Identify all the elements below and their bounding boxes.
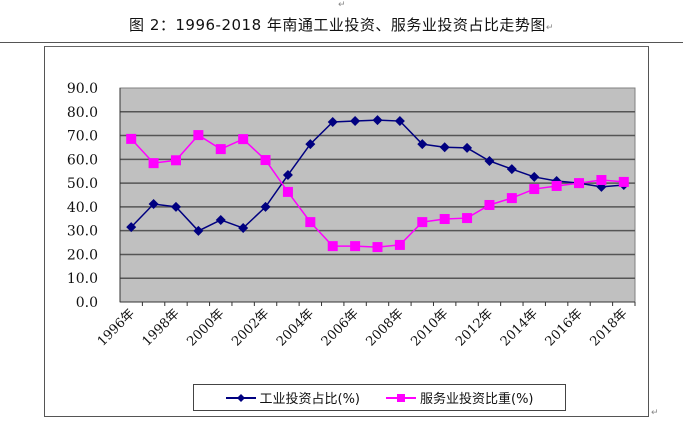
square-marker-icon (215, 144, 226, 155)
square-marker-icon (193, 130, 204, 141)
square-marker-icon (439, 214, 450, 225)
caption-text: 图 2：1996-2018 年南通工业投资、服务业投资占比走势图 (129, 16, 546, 34)
x-tick-label: 2012年 (453, 306, 496, 349)
diamond-marker-icon (417, 139, 428, 150)
diamond-marker-icon (394, 116, 405, 127)
legend-item-services: 服务业投资比重(%) (386, 388, 534, 407)
diamond-marker-icon (215, 214, 226, 225)
y-tick-label: 90.0 (67, 81, 98, 97)
x-tick-label: 2002年 (229, 306, 272, 349)
x-tick-label: 2000年 (184, 306, 227, 349)
x-tick-label: 2014年 (498, 306, 541, 349)
page-rule (0, 42, 683, 43)
square-marker-icon (574, 178, 585, 189)
diamond-marker-icon (148, 199, 159, 210)
x-tick-label: 1998年 (140, 306, 183, 349)
legend-label-industry: 工业投资占比(%) (259, 392, 361, 407)
y-tick-label: 60.0 (67, 152, 98, 168)
diamond-marker-icon (529, 171, 540, 182)
diamond-marker-icon (282, 170, 293, 181)
x-tick-label: 2010年 (408, 306, 451, 349)
square-marker-icon (282, 186, 293, 197)
x-tick-label: 2008年 (364, 306, 407, 349)
diamond-marker-icon (462, 142, 473, 153)
square-marker-icon (506, 193, 517, 204)
diamond-marker-icon (484, 155, 495, 166)
y-tick-label: 80.0 (67, 105, 98, 121)
square-marker-icon (327, 241, 338, 252)
square-marker-icon (350, 241, 361, 252)
diamond-marker-icon (350, 116, 361, 127)
x-tick-label: 2018年 (587, 306, 630, 349)
legend-item-industry: 工业投资占比(%) (225, 388, 361, 407)
square-marker-icon (170, 155, 181, 166)
diamond-marker-icon (126, 222, 137, 233)
figure-caption: 图 2：1996-2018 年南通工业投资、服务业投资占比走势图↵ (0, 14, 683, 35)
square-marker-icon (484, 199, 495, 210)
y-tick-label: 50.0 (67, 176, 98, 192)
square-marker-icon (394, 239, 405, 250)
square-marker-icon (238, 134, 249, 145)
diamond-marker-icon (193, 225, 204, 236)
x-tick-label: 2006年 (319, 306, 362, 349)
y-tick-label: 70.0 (67, 129, 98, 145)
square-marker-icon (462, 213, 473, 224)
square-marker-icon (260, 155, 271, 166)
y-tick-label: 30.0 (67, 224, 98, 240)
x-tick-label: 2004年 (274, 306, 317, 349)
y-tick-label: 40.0 (67, 200, 98, 216)
square-marker-icon (596, 175, 607, 186)
square-marker-icon (551, 180, 562, 191)
diamond-marker-icon (170, 201, 181, 212)
y-tick-label: 10.0 (67, 271, 98, 287)
y-tick-label: 0.0 (76, 295, 98, 311)
paragraph-mark-bottom: ↵ (651, 408, 659, 418)
x-tick-label: 2016年 (543, 306, 586, 349)
square-marker-icon (305, 217, 316, 228)
paragraph-mark-top: ↵ (338, 0, 346, 10)
diamond-marker-icon (439, 142, 450, 153)
y-tick-label: 20.0 (67, 247, 98, 263)
square-marker-icon (386, 392, 416, 404)
diamond-marker-icon (506, 164, 517, 175)
square-marker-icon (148, 158, 159, 169)
diamond-marker-icon (260, 201, 271, 212)
diamond-marker-icon (372, 115, 383, 126)
square-marker-icon (417, 217, 428, 228)
square-marker-icon (618, 176, 629, 187)
chart-legend: 工业投资占比(%) 服务业投资比重(%) (193, 384, 566, 411)
diamond-marker-icon (327, 117, 338, 128)
diamond-marker-icon (225, 392, 256, 404)
diamond-marker-icon (238, 223, 249, 234)
legend-label-services: 服务业投资比重(%) (420, 392, 534, 407)
x-tick-label: 1996年 (95, 306, 138, 349)
square-marker-icon (372, 242, 383, 253)
square-marker-icon (529, 184, 540, 195)
paragraph-mark-caption: ↵ (545, 23, 554, 33)
diamond-marker-icon (305, 139, 316, 150)
square-marker-icon (126, 133, 137, 144)
